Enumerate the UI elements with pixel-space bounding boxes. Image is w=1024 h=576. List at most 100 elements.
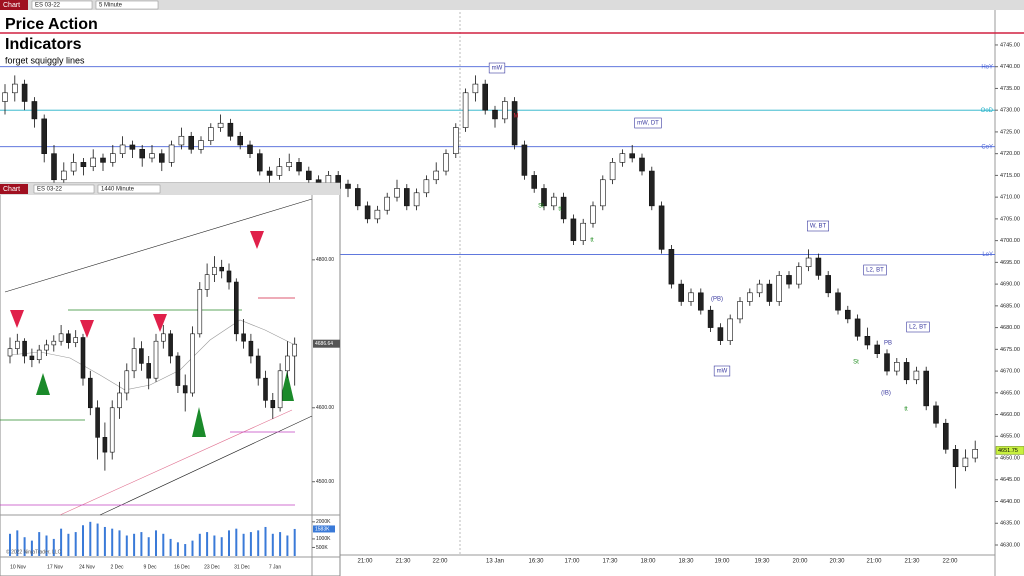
interval-dropdown[interactable] [95,0,159,10]
sell-arrow [250,231,264,249]
candle-body [658,205,665,250]
candle-body [237,135,243,146]
candle-body [629,153,636,159]
candle-body [276,166,283,176]
annotation-box [488,62,506,74]
candle-body [110,153,116,163]
y-tick-label: 4600.00 [316,405,334,411]
candle-body [129,144,136,150]
volume-bar [235,528,238,556]
inset-interval-dropdown[interactable] [97,184,161,194]
candle-body [51,153,57,181]
level-label: OoD [981,108,994,114]
candle-body [208,127,214,141]
candle-body [560,196,567,220]
candle-body [305,170,312,181]
last-price-box [995,446,1024,455]
candle-body [175,355,181,386]
candle-body [364,205,371,220]
volume-last-box [313,525,335,533]
candle-body [263,377,268,401]
instrument: ES 03-22 [35,3,61,9]
last-price-box [313,339,340,348]
volume-tick-label: 2000K [316,519,331,525]
candle-body [248,340,254,357]
inset-instrument-dropdown[interactable] [33,184,95,194]
volume-bar [191,540,194,556]
candle-body [668,249,675,285]
candle-body [109,407,115,453]
volume-bar [198,533,201,556]
candle-body [212,266,217,275]
x-tick-label: 18:00 [640,559,656,565]
volume-bar [45,535,48,556]
volume-last: 1583K [315,526,330,532]
candle-body [354,188,361,207]
inset-tab-label: Chart [3,186,20,193]
candle-body [168,144,175,163]
x-tick-label: 9 Dec [143,564,157,570]
candle-body [688,292,694,302]
candle-body [599,179,606,207]
candle-body [443,153,449,172]
candle-body [88,377,93,409]
candle-body [433,170,440,181]
annotation: PB [884,341,892,347]
x-tick-label: 17 Nov [47,564,63,570]
candle-body [15,340,20,349]
y-tick-label: 4705.00 [1000,216,1020,222]
volume-bar [279,532,282,556]
candle-body [844,309,851,320]
candle-body [942,422,949,450]
candle-body [217,122,224,128]
candle-body [139,149,145,159]
x-tick-label: 21:00 [357,559,373,565]
level-label: HoY [981,64,993,70]
x-tick-label: 19:30 [754,559,770,565]
volume-bar [16,530,19,556]
candle-body [893,362,900,372]
y-tick-label: 4725.00 [1000,129,1020,135]
y-tick-label: 4710.00 [1000,195,1020,201]
candle-body [41,118,48,154]
x-tick-label: 22:00 [942,559,958,565]
candle-body [413,192,420,207]
candle-body [737,301,743,320]
candle-body [80,337,86,379]
candle-body [178,135,185,146]
y-tick-label: 4655.00 [1000,434,1020,440]
annotation: M [514,114,519,120]
volume-bar [228,530,230,556]
candle-body [124,370,130,394]
annotation: mW [492,66,503,72]
candle-body [531,175,538,189]
candle-body [374,209,381,220]
y-tick-label: 4720.00 [1000,151,1020,157]
volume-bar [249,532,252,556]
tab[interactable] [0,0,28,10]
candle-body [864,335,871,346]
volume-bar [213,535,216,556]
y-tick-label: 4635.00 [1000,521,1020,527]
annotation-box [807,220,829,232]
instrument-dropdown[interactable] [31,0,93,10]
x-tick-label: 20:30 [829,559,845,565]
candle-body [159,153,165,163]
y-tick-label: 4690.00 [1000,282,1020,288]
y-tick-label: 4675.00 [1000,347,1020,353]
candle-body [256,153,263,172]
candle-body [51,340,57,346]
volume-bar [155,530,157,556]
y-tick-label: 4735.00 [1000,86,1020,92]
volume-tick-label: 1000K [316,536,331,542]
volume-bar [96,523,99,556]
annotation-box [906,321,930,333]
volume-bar [184,544,187,556]
candle-body [874,344,881,354]
candle-body [234,281,239,335]
inset-tab[interactable] [0,184,28,194]
candle-body [292,343,298,357]
candle-body [648,170,655,207]
candle-body [149,153,155,159]
